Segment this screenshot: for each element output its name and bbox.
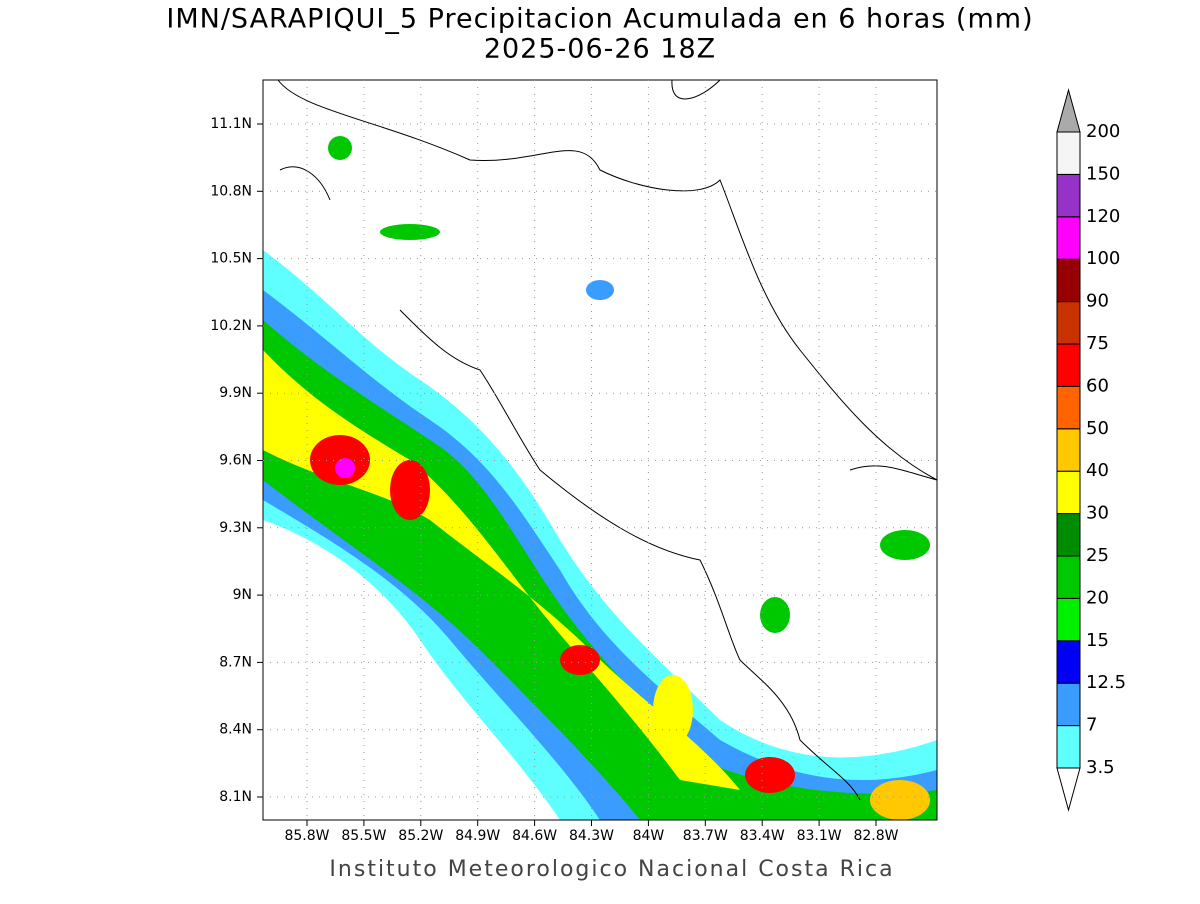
lat-tick-label: 8.7N: [219, 654, 252, 670]
lat-tick-label: 11.1N: [210, 116, 252, 132]
lon-tick-label: 84.3W: [569, 828, 614, 844]
colorbar-bin: [1056, 513, 1081, 557]
colorbar-bin: [1056, 216, 1081, 260]
colorbar-bin: [1056, 301, 1081, 345]
colorbar-label: 90: [1086, 291, 1109, 312]
colorbar-over: [1056, 88, 1081, 133]
lat-tick-label: 10.8N: [210, 183, 252, 199]
colorbar-label: 60: [1086, 375, 1109, 396]
colorbar-label: 150: [1086, 163, 1120, 184]
coastline: [277, 79, 938, 801]
subtitle: 2025-06-26 18Z: [484, 34, 716, 65]
lat-tick-label: 9.9N: [219, 385, 252, 401]
colorbar-label: 40: [1086, 460, 1109, 481]
lon-tick-label: 82.8W: [853, 828, 898, 844]
colorbar-label: 12.5: [1086, 672, 1126, 693]
colorbar-label: 25: [1086, 545, 1109, 566]
lon-tick-label: 83.4W: [740, 828, 785, 844]
colorbar-label: 15: [1086, 630, 1109, 651]
lat-tick-label: 9N: [233, 587, 252, 603]
colorbar-bin: [1056, 428, 1081, 472]
colorbar-bin: [1056, 173, 1081, 218]
lat-tick-label: 10.5N: [210, 251, 252, 267]
footer: Instituto Meteorologico Nacional Costa R…: [329, 857, 894, 882]
lon-tick-label: 83.1W: [797, 828, 842, 844]
colorbar-bin: [1056, 640, 1081, 684]
lon-tick-label: 85.2W: [398, 828, 443, 844]
colorbar-label: 3.5: [1086, 757, 1115, 778]
colorbar-label: 200: [1086, 121, 1120, 142]
colorbar-label: 75: [1086, 333, 1109, 354]
colorbar-bin: [1056, 343, 1081, 387]
lat-tick-label: 8.1N: [219, 789, 252, 805]
colorbar-under: [1056, 767, 1081, 812]
colorbar-label: 50: [1086, 418, 1109, 439]
colorbar-label: 20: [1086, 587, 1109, 608]
map-frame: [262, 79, 938, 821]
colorbar-label: 30: [1086, 503, 1109, 524]
lon-tick-label: 84.9W: [455, 828, 500, 844]
lat-tick-label: 8.4N: [219, 722, 252, 738]
lon-tick-label: 84W: [633, 828, 665, 844]
colorbar-label: 120: [1086, 206, 1120, 227]
colorbar-bin: [1056, 597, 1081, 642]
lon-tick-label: 85.5W: [341, 828, 386, 844]
colorbar-bin: [1056, 385, 1081, 430]
colorbar-bin: [1056, 470, 1081, 515]
colorbar-label: 7: [1086, 715, 1097, 736]
lat-tick-label: 9.3N: [219, 520, 252, 536]
lon-tick-label: 84.6W: [512, 828, 557, 844]
lon-tick-label: 85.8W: [284, 828, 329, 844]
colorbar-bin: [1056, 725, 1081, 769]
colorbar-bin: [1056, 682, 1081, 727]
lat-tick-label: 9.6N: [219, 453, 252, 469]
lon-tick-label: 83.7W: [683, 828, 728, 844]
colorbar-bin: [1056, 258, 1081, 303]
title: IMN/SARAPIQUI_5 Precipitacion Acumulada …: [166, 4, 1033, 35]
colorbar-bin: [1056, 131, 1081, 175]
lat-tick-label: 10.2N: [210, 318, 252, 334]
colorbar-label: 100: [1086, 248, 1120, 269]
colorbar-bin: [1056, 555, 1081, 599]
